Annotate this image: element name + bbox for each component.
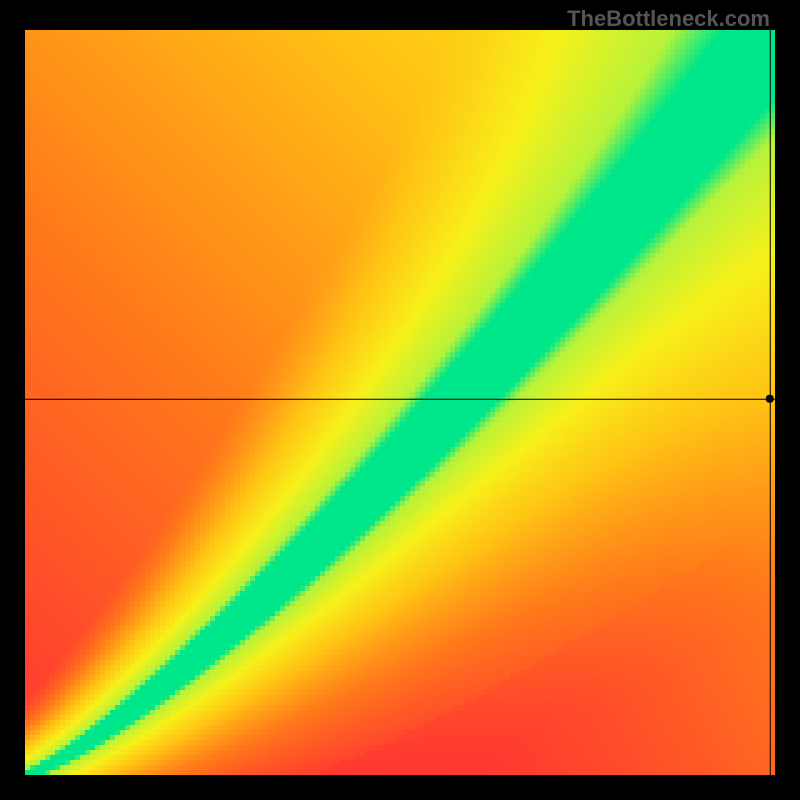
heatmap-container: [25, 30, 775, 775]
watermark-text: TheBottleneck.com: [567, 6, 770, 32]
heatmap-canvas: [25, 30, 775, 775]
